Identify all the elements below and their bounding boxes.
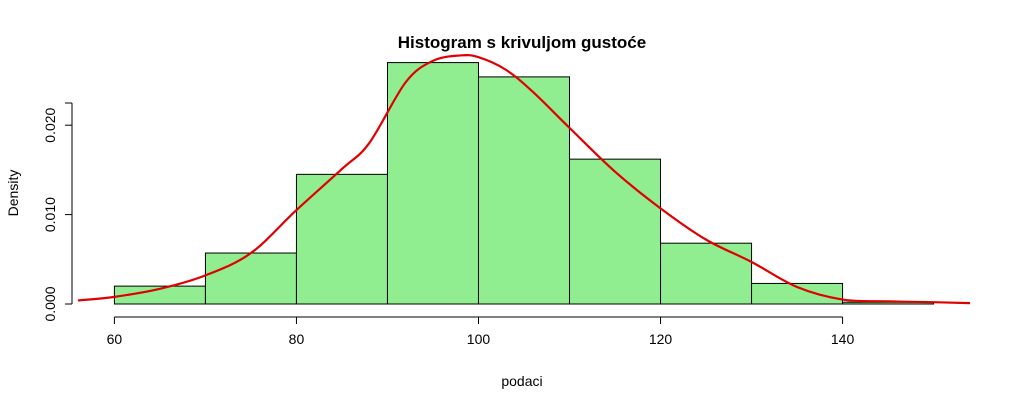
y-tick-label-0.000: 0.000 bbox=[42, 286, 58, 321]
x-tick-label-120: 120 bbox=[649, 331, 673, 347]
x-axis: 60 80 100 120 140 bbox=[107, 316, 855, 347]
y-tick-label-0.010: 0.010 bbox=[42, 197, 58, 232]
histogram-bar-110-120 bbox=[569, 158, 662, 305]
histogram-bar-100-110 bbox=[477, 76, 571, 305]
y-tick-label-0.020: 0.020 bbox=[42, 107, 58, 142]
density-curve bbox=[77, 54, 971, 305]
histogram-bar-80-90 bbox=[295, 173, 388, 305]
x-tick-label-100: 100 bbox=[467, 331, 491, 347]
chart-title: Histogram s krivuljom gustoće bbox=[398, 33, 646, 52]
x-tick-label-140: 140 bbox=[831, 331, 855, 347]
density-curve-layer bbox=[77, 54, 971, 305]
histogram-bar-70-80 bbox=[204, 252, 297, 305]
x-axis-label: podaci bbox=[501, 373, 542, 389]
y-axis: 0.000 0.010 0.020 bbox=[42, 102, 73, 322]
x-tick-label-60: 60 bbox=[107, 331, 123, 347]
histogram-bar-130-140 bbox=[751, 282, 844, 305]
y-axis-label: Density bbox=[5, 170, 21, 217]
histogram-bar-120-130 bbox=[660, 242, 753, 305]
x-tick-label-80: 80 bbox=[289, 331, 305, 347]
histogram-bars bbox=[113, 62, 935, 305]
histogram-bar-90-100 bbox=[386, 62, 479, 305]
